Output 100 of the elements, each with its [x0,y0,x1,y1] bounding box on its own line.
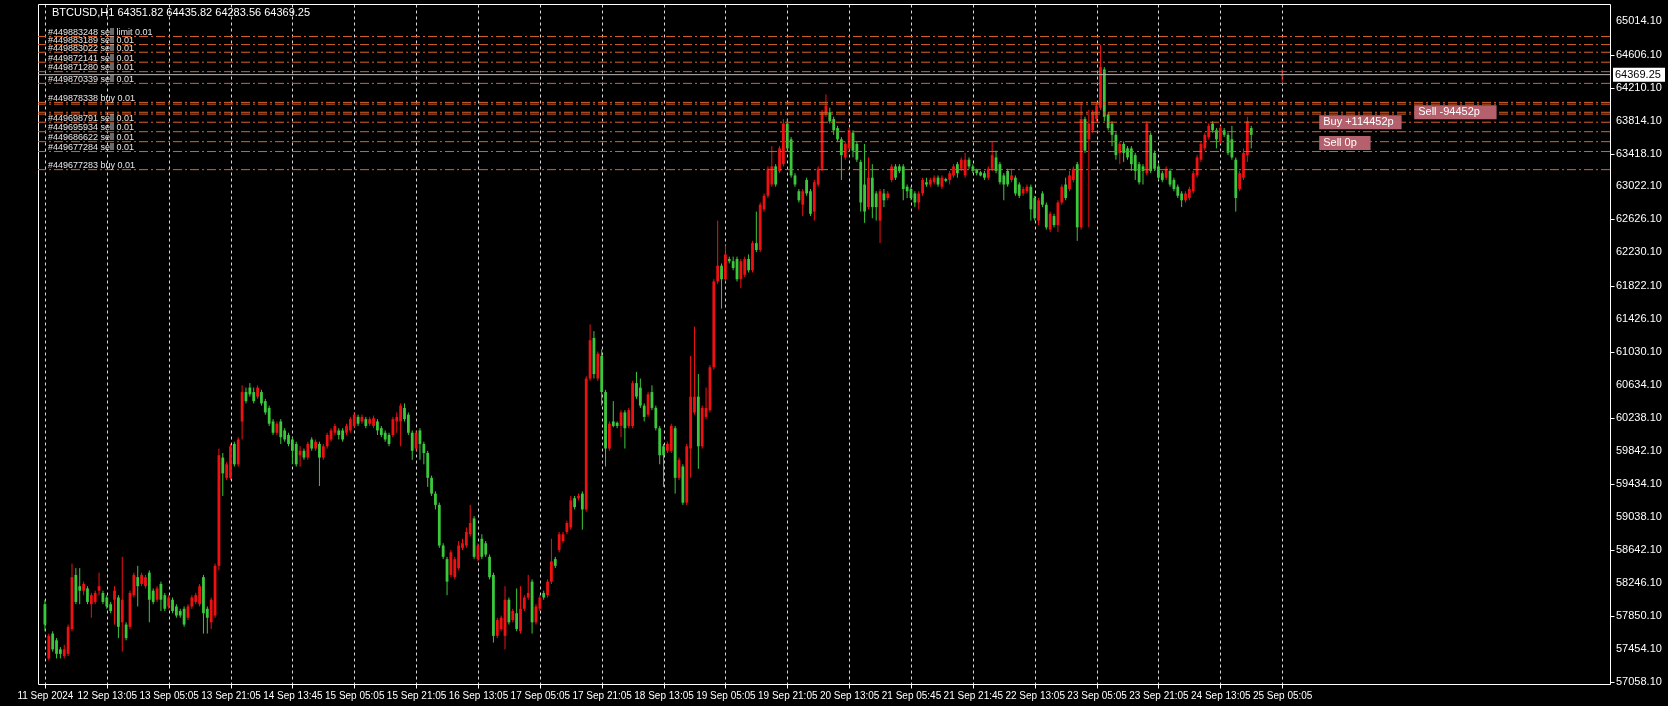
candlestick [840,136,843,181]
candlestick [290,436,294,465]
candlestick [1087,109,1091,228]
candlestick [120,556,124,653]
y-tick-label: 57058.10 [1616,674,1662,687]
candlestick [739,258,743,289]
annotation: Buy +114452p [1323,115,1394,128]
candlestick [623,409,627,450]
x-tick-label: 20 Sep 13:05 [819,689,880,701]
candlestick [515,587,519,632]
candlestick [306,441,310,461]
candlestick [832,116,836,136]
candlestick [86,585,89,605]
y-tick-label: 59842.10 [1616,443,1662,456]
x-tick-label: 16 Sep 13:05 [448,689,509,701]
x-tick-label: 19 Sep 21:05 [758,689,818,701]
x-tick-label: 22 Sep 13:05 [1005,689,1066,701]
y-tick-label: 63814.10 [1616,113,1662,126]
x-tick-label: 13 Sep 05:05 [139,689,200,701]
y-tick-label: 58642.10 [1616,543,1662,556]
ref-line-label: #449883248 sell limit 0.01 [48,26,153,37]
candlestick [113,585,116,626]
y-tick-label: 62230.10 [1616,245,1662,258]
y-tick-label: 63022.10 [1616,179,1662,192]
y-tick-label: 64606.10 [1616,47,1662,60]
ref-line-label: #449686622 sell 0.01 [48,132,135,143]
x-tick-label: 23 Sep 21:05 [1129,689,1190,701]
candlestick [406,411,410,436]
y-tick-label: 61822.10 [1616,279,1662,292]
x-tick-label: 12 Sep 13:05 [77,689,138,701]
candlestick [963,152,967,179]
candlestick [1230,125,1234,161]
ref-line-label: #449872141 sell 0.01 [48,52,135,63]
candlestick [557,531,561,553]
ref-line-label: #449677284 sell 0.01 [48,142,135,153]
candlestick [298,445,302,468]
candlestick [182,605,186,628]
ref-line-label: #449695934 sell 0.01 [48,122,135,133]
candlestick [801,188,805,217]
x-tick-label: 21 Sep 05:45 [881,689,942,701]
candlestick [1013,174,1017,197]
y-tick-label: 58246.10 [1616,576,1662,589]
y-tick-label: 61030.10 [1616,344,1662,357]
x-tick-label: 11 Sep 2024 [17,689,74,701]
candlestick [546,578,549,598]
candlestick [1044,202,1048,231]
candlestick [720,262,723,310]
candlestick [294,441,298,468]
candlestick [901,163,905,201]
candlestick [1215,127,1218,149]
candlestick [89,592,93,619]
x-tick-label: 15 Sep 21:05 [386,689,447,701]
annotation: Sell 0p [1323,135,1357,148]
candlestick [1118,141,1122,165]
candlestick [921,177,924,197]
candlestick [917,190,921,210]
candlestick [1021,186,1025,197]
x-tick-label: 23 Sep 05:05 [1067,689,1128,701]
y-tick-label: 57454.10 [1616,641,1662,654]
candlestick [550,538,553,585]
x-tick-label: 14 Sep 13:45 [263,689,324,701]
candlestick [430,475,433,497]
candlestick [414,429,418,452]
x-tick-label: 15 Sep 05:05 [324,689,385,701]
candlestick [990,141,994,172]
y-tick-label: 61426.10 [1616,312,1662,324]
y-tick-label: 63418.10 [1616,146,1662,159]
candlestick [318,441,321,487]
candlestick [1064,177,1068,201]
candlestick [526,574,530,601]
ref-line-label: #449878338 buy 0.01 [48,92,136,103]
candlestick [1048,211,1052,233]
y-tick-label: 62626.10 [1616,212,1662,225]
candlestick [1037,197,1040,226]
y-tick-label: 60238.10 [1616,410,1662,423]
y-tick-label: 60634.10 [1616,377,1662,390]
candlestick [611,400,615,428]
y-tick-label: 59434.10 [1616,477,1662,490]
candlestick [47,633,51,662]
candlestick [279,418,283,445]
x-tick-label: 25 Sep 05:05 [1252,689,1313,701]
candlestick [638,378,642,409]
candlestick [480,533,484,560]
x-tick-label: 13 Sep 21:05 [201,689,262,701]
candlestick [1133,152,1137,181]
candlestick [51,630,55,653]
candlestick [507,596,511,626]
candlestick [754,211,758,253]
x-tick-label: 18 Sep 13:05 [634,689,695,701]
annotation: Sell -94452p [1418,105,1480,118]
candlestick [124,621,128,641]
y-tick-label: 59038.10 [1616,510,1662,523]
ref-line-label: #449698791 sell 0.01 [48,112,135,123]
candlestick [642,402,646,422]
x-tick-label: 21 Sep 21:45 [943,689,1004,701]
candlestick [399,402,403,447]
candlestick [198,583,201,607]
candlestick [221,452,225,497]
y-tick-label: 64210.10 [1616,80,1662,93]
candlestick [495,617,499,639]
